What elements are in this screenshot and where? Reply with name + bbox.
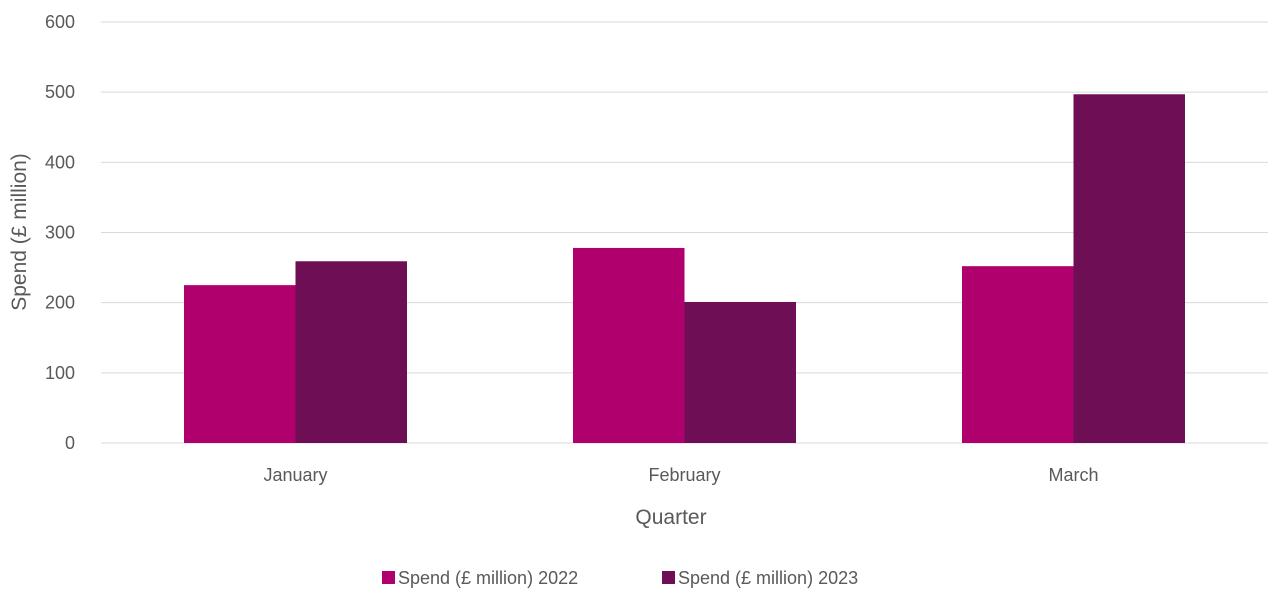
- legend-swatch: [662, 571, 675, 584]
- y-tick-label: 600: [45, 12, 75, 32]
- bar: [1073, 94, 1185, 443]
- bar: [184, 285, 296, 443]
- y-tick-label: 200: [45, 293, 75, 313]
- bar: [295, 261, 407, 443]
- y-tick-label: 300: [45, 223, 75, 243]
- y-tick-label: 500: [45, 82, 75, 102]
- legend-swatch: [382, 571, 395, 584]
- bar: [962, 266, 1074, 443]
- bar: [684, 301, 796, 443]
- x-tick-label: February: [648, 465, 720, 485]
- y-axis-ticks: 0 100 200 300 400 500 600: [45, 12, 75, 453]
- x-tick-label: March: [1048, 465, 1098, 485]
- bar: [573, 247, 685, 443]
- x-tick-label: January: [263, 465, 327, 485]
- legend: Spend (£ million) 2022 Spend (£ million) …: [382, 568, 858, 588]
- y-tick-label: 0: [65, 433, 75, 453]
- legend-label: Spend (£ million) 2022: [398, 568, 578, 588]
- x-axis-title: Quarter: [635, 506, 706, 529]
- x-axis-ticks: January February March: [263, 465, 1098, 485]
- bars: [184, 94, 1185, 443]
- y-tick-label: 100: [45, 363, 75, 383]
- y-tick-label: 400: [45, 152, 75, 172]
- legend-label: Spend (£ million) 2023: [678, 568, 858, 588]
- y-axis-title: Spend (£ million): [8, 153, 31, 311]
